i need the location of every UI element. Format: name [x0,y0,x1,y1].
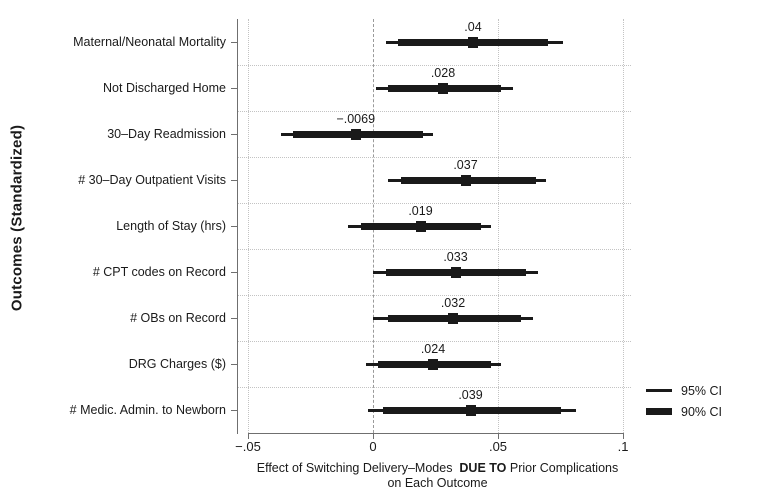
y-axis-tick [231,272,237,273]
category-label: Length of Stay (hrs) [116,219,226,233]
point-marker [468,36,478,48]
x-axis-title-line2: on Each Outcome [387,476,488,490]
x-tick-label: .1 [617,439,629,454]
point-marker [460,174,471,186]
y-axis-tick [231,226,237,227]
row-separator-gridline [237,111,631,112]
row-separator-gridline [237,295,631,296]
legend-entry: 90% CI [646,401,722,422]
row-separator-gridline [237,157,631,158]
row-separator-gridline [237,203,631,204]
point-marker [415,220,426,232]
point-value-label: .024 [420,342,446,356]
category-label: # Medic. Admin. to Newborn [69,403,226,417]
row-separator-gridline [237,387,631,388]
point-value-label: −.0069 [336,112,376,126]
point-value-label: .04 [464,20,482,34]
point-marker [450,266,461,278]
category-label: Not Discharged Home [103,81,226,95]
point-marker [350,128,361,140]
point-value-label: .039 [458,388,483,402]
x-axis-tick [373,434,374,439]
x-axis-title-emphasis: DUE TO [459,461,507,475]
point-value-label: .032 [440,296,466,310]
category-label: DRG Charges ($) [128,357,226,371]
category-label: # 30–Day Outpatient Visits [78,173,226,187]
point-marker [465,404,476,416]
point-value-label: .028 [430,66,456,80]
point-marker [428,358,438,370]
row-separator-gridline [237,341,631,342]
x-axis-tick [248,434,249,439]
category-label: # CPT codes on Record [92,265,226,279]
category-label: 30–Day Readmission [107,127,226,141]
legend-thin-line-sample [646,389,672,392]
vertical-gridline [623,19,624,433]
category-label: Maternal/Neonatal Mortality [73,35,226,49]
row-separator-gridline [237,249,631,250]
x-axis-title-post: Prior Complications [506,461,619,475]
legend-label: 90% CI [681,404,722,419]
y-axis-tick [231,88,237,89]
category-label: # OBs on Record [130,311,226,325]
x-axis-tick [498,434,499,439]
legend-thick-line-sample [646,408,672,415]
legend-label: 95% CI [681,383,722,398]
point-value-label: .033 [443,250,468,264]
y-axis-line [237,19,238,434]
y-axis-tick [231,318,237,319]
x-axis-line [248,433,624,434]
point-marker [448,312,458,324]
legend: 95% CI 90% CI [646,380,722,422]
point-marker [438,82,448,94]
point-value-label: .019 [408,204,433,218]
row-separator-gridline [237,65,631,66]
x-tick-label: .05 [488,439,508,454]
y-axis-tick [231,364,237,365]
y-axis-tick [231,42,237,43]
x-axis-title-pre: Effect of Switching Delivery–Modes [256,461,460,475]
vertical-gridline [498,19,499,433]
x-axis-tick [623,434,624,439]
x-tick-label: 0 [369,439,377,454]
y-axis-tick [231,134,237,135]
vertical-gridline [248,19,249,433]
x-axis-title: Effect of Switching Delivery–Modes DUE T… [130,461,745,476]
y-axis-tick [231,180,237,181]
point-value-label: .037 [453,158,478,172]
legend-entry: 95% CI [646,380,722,401]
y-axis-tick [231,410,237,411]
x-tick-label: −.05 [235,439,261,454]
